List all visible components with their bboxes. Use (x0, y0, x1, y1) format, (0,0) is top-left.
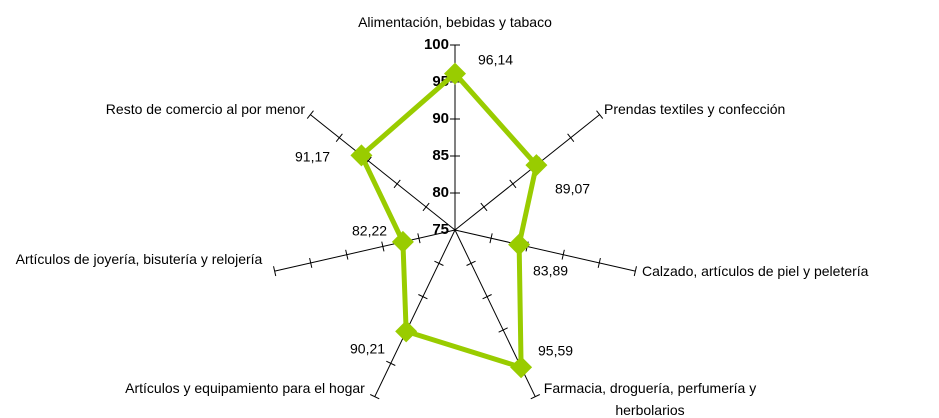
axis-line (454, 229, 636, 272)
series-line (358, 71, 539, 370)
tick-label: 100 (424, 36, 449, 53)
axis-line (310, 114, 456, 231)
value-label: 90,21 (350, 341, 385, 357)
tick-mark (434, 260, 444, 266)
data-marker (525, 154, 548, 177)
tick-mark (480, 202, 488, 212)
tick-label: 90 (432, 110, 449, 127)
data-marker (444, 62, 466, 85)
tick-mark (335, 133, 343, 142)
tick-mark (273, 266, 277, 277)
value-label: 96,14 (478, 52, 513, 68)
data-marker (395, 320, 418, 343)
tick-mark (597, 257, 601, 268)
axis-line (374, 229, 456, 397)
category-label: Artículos y equipamiento para el hogar (125, 380, 365, 396)
category-label: Farmacia, droguería, perfumería y herbol… (543, 380, 757, 418)
tick-mark (386, 360, 396, 366)
category-label: Calzado, artículos de piel y peletería (642, 263, 869, 279)
data-marker (350, 144, 373, 167)
category-label: Resto de comercio al por menor (105, 101, 305, 117)
tick-mark (509, 179, 517, 189)
category-label: Prendas textiles y confección (604, 101, 786, 117)
data-marker (510, 356, 533, 379)
category-label: Artículos de joyería, bisutería y reloje… (15, 251, 263, 267)
tick-mark (530, 394, 540, 400)
axis-line (274, 229, 456, 272)
data-marker (508, 233, 531, 256)
tick-mark (422, 202, 430, 212)
tick-mark (633, 266, 637, 277)
axis-line (454, 114, 600, 231)
tick-mark (345, 249, 349, 260)
tick-mark (498, 327, 508, 333)
value-label: 95,59 (538, 343, 573, 359)
tick-mark (381, 241, 385, 252)
tick-label: 75 (432, 221, 449, 238)
tick-mark (482, 294, 492, 300)
tick-mark (370, 394, 380, 400)
tick-mark (561, 249, 565, 260)
value-label: 91,17 (295, 149, 330, 165)
value-label: 89,07 (555, 181, 590, 197)
value-label: 82,22 (352, 223, 387, 239)
value-label: 83,89 (533, 263, 568, 279)
tick-label: 80 (432, 184, 449, 201)
tick-mark (596, 110, 604, 119)
tick-mark (417, 233, 421, 244)
tick-mark (306, 110, 314, 119)
tick-mark (466, 260, 476, 266)
tick-mark (393, 179, 401, 189)
tick-mark (567, 133, 575, 142)
tick-label: 85 (432, 147, 449, 164)
category-label: Alimentación, bebidas y tabaco (358, 14, 552, 30)
tick-mark (309, 257, 313, 268)
tick-mark (489, 233, 493, 244)
data-marker (391, 230, 414, 253)
tick-mark (418, 294, 428, 300)
